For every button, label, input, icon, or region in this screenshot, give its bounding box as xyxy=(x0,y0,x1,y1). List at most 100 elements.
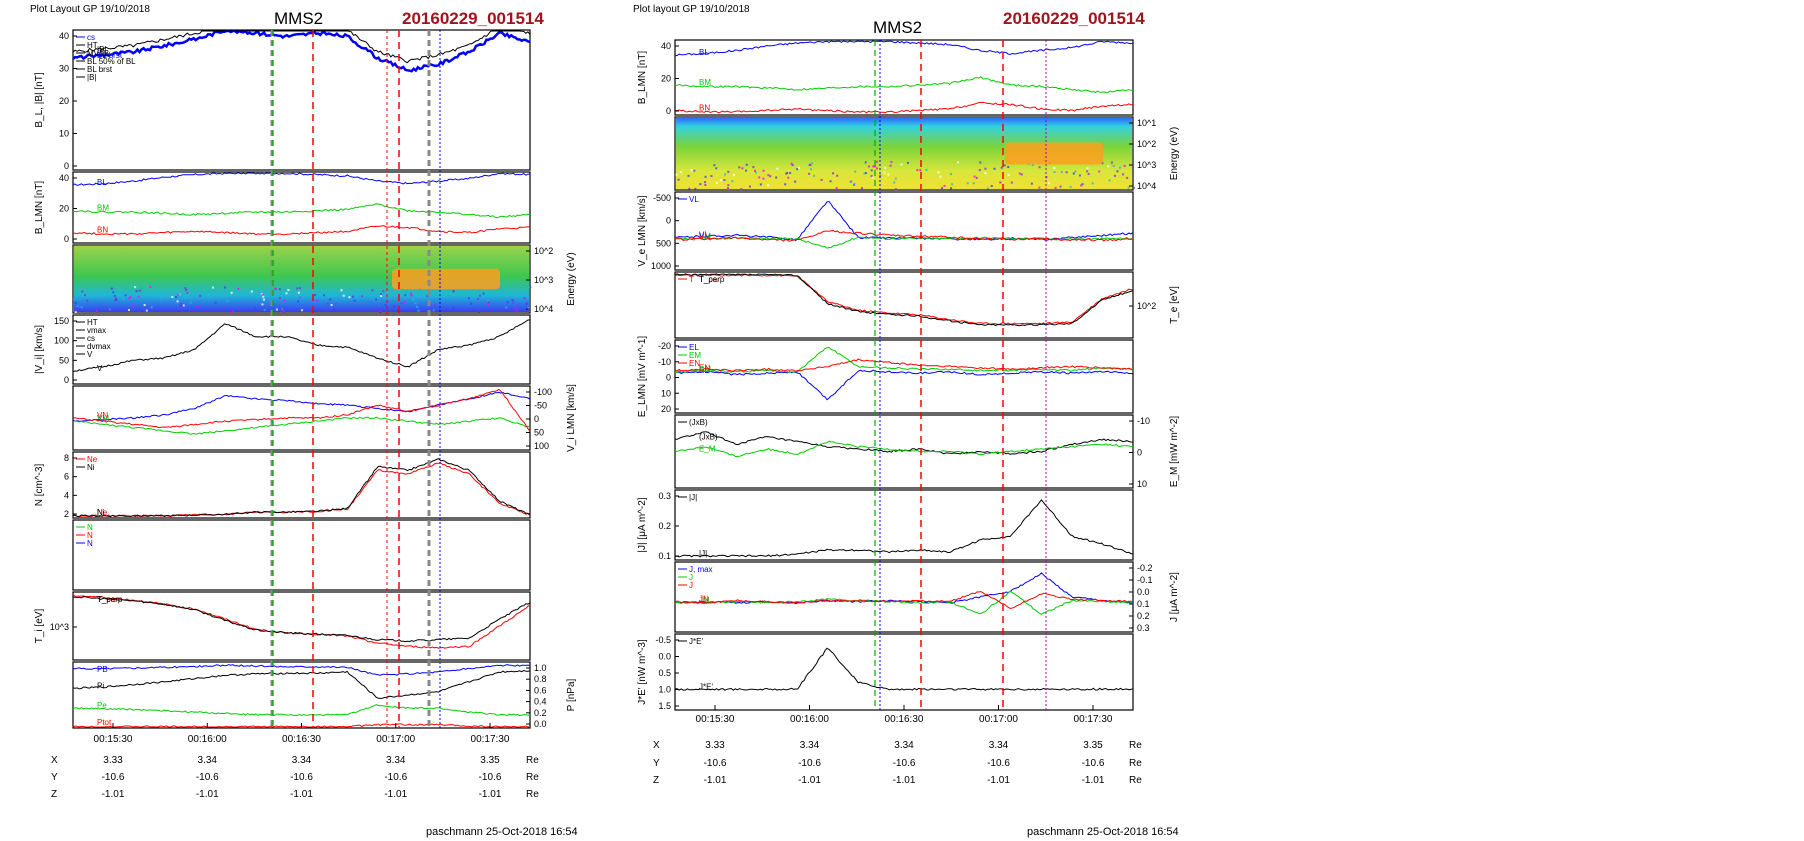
series-label: VM xyxy=(97,414,109,423)
spectrogram-pixel xyxy=(128,297,131,300)
spectrogram-pixel xyxy=(525,302,528,305)
spectrogram-pixel xyxy=(509,294,512,297)
spectrogram-pixel xyxy=(677,178,680,181)
x-tick-label: 00:16:00 xyxy=(790,714,829,725)
spectrogram-pixel xyxy=(81,290,84,293)
spectrogram-pixel xyxy=(181,304,184,307)
spectrogram-pixel xyxy=(76,295,79,298)
y-tick-label: 0.2 xyxy=(534,708,547,718)
panel-7: NNN xyxy=(72,519,531,591)
spectrogram-pixel xyxy=(186,292,189,295)
y-tick-label: -100 xyxy=(534,387,552,397)
series-label: J*E' xyxy=(699,682,713,691)
series-label: BN xyxy=(97,226,108,235)
spectrogram-pixel xyxy=(515,309,518,312)
spectrogram-pixel xyxy=(74,301,77,304)
legend-entry: Ni xyxy=(87,463,95,472)
spectrogram-pixel xyxy=(872,165,875,168)
series-label: T_perp xyxy=(699,275,725,284)
position-value: -1.01 xyxy=(479,789,502,800)
spectrogram-pixel xyxy=(1018,172,1021,175)
spectrogram-pixel xyxy=(211,286,214,289)
spectrogram-pixel xyxy=(214,301,217,304)
spectrogram-pixel xyxy=(864,161,867,164)
legend-entry: MVAB xyxy=(87,49,109,58)
y-tick-label: 40 xyxy=(59,31,69,41)
series-label: VM xyxy=(699,232,711,241)
legend-entry: BL 50% of BL xyxy=(87,57,136,66)
position-value: 3.35 xyxy=(480,755,500,766)
spectrogram-pixel xyxy=(925,168,928,171)
series-label: JN xyxy=(699,595,709,604)
series-label: BM xyxy=(699,78,711,87)
spectrogram-pixel xyxy=(1060,171,1063,174)
series-line xyxy=(72,669,531,699)
y-tick-label: 0 xyxy=(64,161,69,171)
y-axis-label: B_LMN [nT] xyxy=(34,181,45,235)
spectrogram-pixel xyxy=(758,176,761,179)
position-value: -1.01 xyxy=(704,775,727,786)
panel-frame xyxy=(674,633,1134,711)
spectrogram-pixel xyxy=(715,181,718,184)
spectrogram-pixel xyxy=(748,185,751,188)
spectrogram-pixel xyxy=(384,304,387,307)
spectrogram-pixel xyxy=(380,293,383,296)
series-label: VN xyxy=(699,233,710,242)
series-label: EN xyxy=(699,364,710,373)
panel-frame xyxy=(674,271,1134,339)
spectrogram-pixel xyxy=(134,286,137,289)
series-line xyxy=(72,319,530,372)
series-line xyxy=(72,225,531,236)
panel-9: PB Pi Pe Ptot 0.00.20.4 0.60.81.0 P [nPa] xyxy=(72,661,577,729)
y-tick-label: -50 xyxy=(534,401,547,411)
spectrogram-pixel xyxy=(894,188,897,191)
spectrogram-pixel xyxy=(404,294,407,297)
spectrogram-pixel xyxy=(796,168,799,171)
position-row-label: Z xyxy=(653,775,659,786)
y-tick-label: 1.0 xyxy=(658,685,671,695)
position-unit: Re xyxy=(1129,740,1142,751)
spectrogram-pixel xyxy=(775,176,778,179)
panel-3: 10^4 10^3 10^2 Energy (eV) xyxy=(72,244,577,314)
position-value: -1.01 xyxy=(384,789,407,800)
spectrogram-pixel xyxy=(138,289,141,292)
spectrogram-pixel xyxy=(1010,181,1013,184)
spectrogram-pixel xyxy=(505,306,508,309)
spectrogram-pixel xyxy=(110,287,113,290)
panel-frame xyxy=(674,489,1134,561)
legend-entry: |B| xyxy=(87,73,97,82)
spectrogram-pixel xyxy=(261,293,264,296)
panel-frame xyxy=(72,171,531,244)
position-value: -1.01 xyxy=(798,775,821,786)
spectrogram-pixel xyxy=(109,309,112,312)
spectrogram-pixel xyxy=(723,179,726,182)
panel-frame xyxy=(72,591,531,661)
y-tick-label: 50 xyxy=(59,355,69,365)
spectrogram-pixel xyxy=(875,160,878,163)
spectrogram-pixel xyxy=(883,171,886,174)
legend-entry: |J| xyxy=(689,493,697,502)
position-unit: Re xyxy=(1129,775,1142,786)
spectrogram-pixel xyxy=(487,301,490,304)
y-axis-label: T_e [eV] xyxy=(1169,286,1180,324)
spectrogram-pixel xyxy=(1054,186,1057,189)
spectrogram-pixel xyxy=(417,309,420,312)
spectrogram-pixel xyxy=(767,174,770,177)
y-axis-label: T_i [eV] xyxy=(34,609,45,644)
spectrogram-pixel xyxy=(284,289,287,292)
series-label: (JxB) xyxy=(699,432,718,441)
spectrogram-pixel xyxy=(177,293,180,296)
spectrogram-pixel xyxy=(860,187,863,190)
spectrogram-pixel xyxy=(744,169,747,172)
spectrogram-pixel xyxy=(836,174,839,177)
spectrogram-pixel xyxy=(512,301,515,304)
y-tick-label: 0.5 xyxy=(658,668,671,678)
spectrogram-pixel xyxy=(296,287,299,290)
y-tick-label: 500 xyxy=(656,238,671,248)
spectrogram-pixel xyxy=(939,175,942,178)
series-line xyxy=(72,596,531,643)
position-value: -10.6 xyxy=(384,772,407,783)
spectrogram-pixel xyxy=(426,294,429,297)
